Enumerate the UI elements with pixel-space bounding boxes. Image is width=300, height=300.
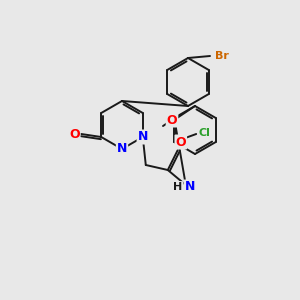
Text: N: N bbox=[184, 181, 195, 194]
Text: N: N bbox=[138, 130, 148, 143]
Text: N: N bbox=[117, 142, 127, 155]
Text: O: O bbox=[167, 113, 177, 127]
Text: O: O bbox=[176, 136, 186, 148]
Text: O: O bbox=[69, 128, 80, 140]
Text: Br: Br bbox=[215, 51, 229, 61]
Text: H: H bbox=[173, 182, 182, 192]
Text: Cl: Cl bbox=[198, 128, 210, 138]
